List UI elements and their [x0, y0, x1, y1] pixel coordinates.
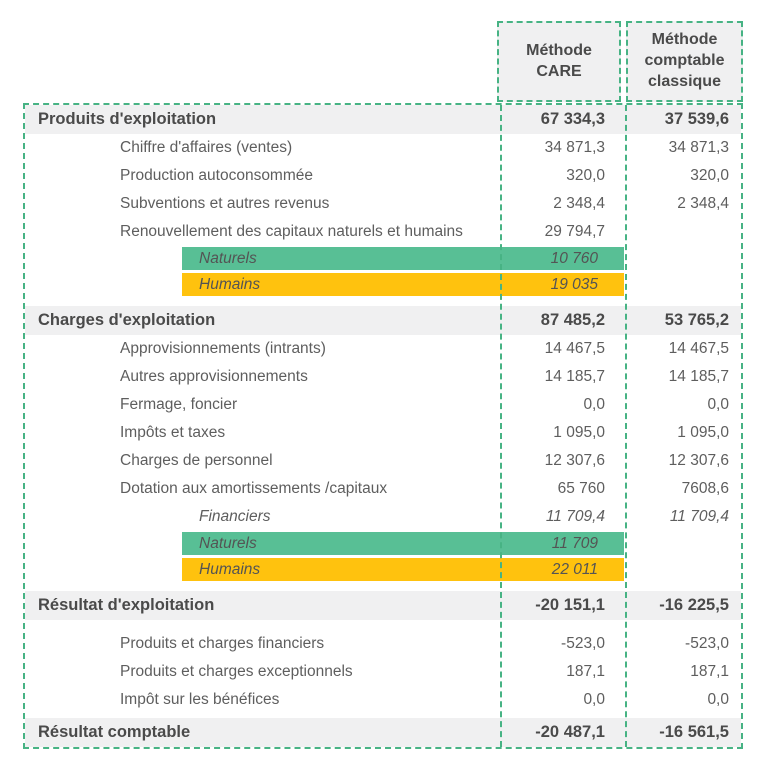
care-value: 14 467,5 [544, 340, 605, 357]
classic-value: 12 307,6 [668, 452, 729, 469]
table-row: Produits et charges financiers -523,0 -523… [25, 630, 741, 658]
highlight-bar-human-capital: Humains 22 011 [182, 558, 624, 581]
classic-value: -16 225,5 [659, 596, 729, 614]
row-label: Dotation aux amortissements /capitaux [120, 480, 388, 497]
classic-value: 37 539,6 [664, 110, 729, 128]
table-row-highlight: Humains 22 011 [25, 557, 741, 583]
table-row: Chiffre d'affaires (ventes) 34 871,3 34 87… [25, 134, 741, 162]
highlight-bar-human-capital: Humains 19 035 [182, 273, 624, 296]
highlight-bar-natural-capital: Naturels 10 760 [182, 247, 624, 270]
care-value: -20 487,1 [535, 723, 605, 741]
classic-value: 320,0 [690, 167, 729, 184]
table-body: Produits d'exploitation 67 334,3 37 539,6 C… [23, 103, 743, 749]
care-value: 14 185,7 [544, 368, 605, 385]
care-value: 29 794,7 [544, 223, 605, 240]
classic-value: 187,1 [690, 663, 729, 680]
table-row: Renouvellement des capitaux naturels et … [25, 218, 741, 246]
classic-value: 0,0 [707, 396, 729, 413]
care-value: 11 709,4 [545, 508, 605, 525]
classic-value: 2 348,4 [677, 195, 729, 212]
row-label: Naturels [199, 249, 257, 267]
section-row: Résultat d'exploitation -20 151,1 -16 225,… [25, 591, 741, 620]
care-value: 1 095,0 [553, 424, 605, 441]
classic-value: 1 095,0 [677, 424, 729, 441]
column-divider-labels-care [500, 105, 502, 747]
classic-value: -523,0 [685, 635, 729, 652]
care-value: 11 709 [551, 534, 598, 552]
table-row: Impôt sur les bénéfices 0,0 0,0 [25, 686, 741, 714]
row-label: Renouvellement des capitaux naturels et … [120, 223, 463, 240]
row-label: Fermage, foncier [120, 396, 238, 413]
table-row-highlight: Naturels 11 709 [25, 531, 741, 557]
column-header-methode-care: Méthode CARE [497, 21, 621, 102]
table-row: Impôts et taxes 1 095,0 1 095,0 [25, 419, 741, 447]
care-value: -20 151,1 [535, 596, 605, 614]
table-row: Charges de personnel 12 307,6 12 307,6 [25, 447, 741, 475]
table-row: Fermage, foncier 0,0 0,0 [25, 391, 741, 419]
section-row: Charges d'exploitation 87 485,2 53 765,2 [25, 306, 741, 335]
row-label: Approvisionnements (intrants) [120, 340, 326, 357]
classic-value: 0,0 [707, 691, 729, 708]
row-label: Charges d'exploitation [38, 311, 216, 329]
section-gap [25, 583, 741, 591]
classic-value: 53 765,2 [664, 311, 729, 329]
row-label: Financiers [199, 508, 271, 525]
row-label: Humains [199, 275, 261, 293]
highlight-bar-natural-capital: Naturels 11 709 [182, 532, 624, 555]
table-row: Dotation aux amortissements /capitaux 65 … [25, 475, 741, 503]
section-row: Résultat comptable -20 487,1 -16 561,5 [25, 718, 741, 747]
care-value: 34 871,3 [544, 139, 605, 156]
section-gap [25, 620, 741, 630]
table-row: Autres approvisionnements 14 185,7 14 185,… [25, 363, 741, 391]
column-divider-care-classique [625, 105, 627, 747]
table-row: Approvisionnements (intrants) 14 467,5 14 … [25, 335, 741, 363]
care-value: 87 485,2 [540, 311, 605, 329]
care-value: 320,0 [566, 167, 605, 184]
classic-value: 11 709,4 [669, 508, 729, 525]
row-label: Humains [199, 560, 261, 578]
row-label: Chiffre d'affaires (ventes) [120, 139, 293, 156]
row-label: Charges de personnel [120, 452, 273, 469]
classic-value: 14 185,7 [668, 368, 729, 385]
care-value: 65 760 [557, 480, 605, 497]
column-header-methode-comptable-classique: Méthode comptable classique [626, 21, 743, 102]
row-label: Autres approvisionnements [120, 368, 308, 385]
care-value: 12 307,6 [544, 452, 605, 469]
classic-value: 34 871,3 [668, 139, 729, 156]
care-value: 67 334,3 [540, 110, 605, 128]
care-value: 2 348,4 [553, 195, 605, 212]
classic-value: -16 561,5 [659, 723, 729, 741]
table-row-highlight: Naturels 10 760 [25, 246, 741, 272]
row-label: Impôt sur les bénéfices [120, 691, 280, 708]
care-value: 187,1 [566, 663, 605, 680]
table-row-highlight: Humains 19 035 [25, 272, 741, 298]
table-row: Produits et charges exceptionnels 187,1 18… [25, 658, 741, 686]
classic-value: 14 467,5 [668, 340, 729, 357]
care-value: 0,0 [583, 396, 605, 413]
section-row: Produits d'exploitation 67 334,3 37 539,6 [25, 105, 741, 134]
row-label: Subventions et autres revenus [120, 195, 330, 212]
table-row: Subventions et autres revenus 2 348,4 2 34… [25, 190, 741, 218]
section-gap [25, 298, 741, 306]
row-label: Impôts et taxes [120, 424, 226, 441]
classic-value: 7608,6 [681, 480, 729, 497]
care-value: 0,0 [583, 691, 605, 708]
row-label: Résultat d'exploitation [38, 596, 215, 614]
row-label: Produits d'exploitation [38, 110, 217, 128]
row-label: Produits et charges financiers [120, 635, 325, 652]
table-row: Production autoconsommée 320,0 320,0 [25, 162, 741, 190]
table-row: Financiers 11 709,4 11 709,4 [25, 503, 741, 531]
row-label: Production autoconsommée [120, 167, 314, 184]
row-label: Résultat comptable [38, 723, 191, 741]
care-value: -523,0 [561, 635, 605, 652]
row-label: Produits et charges exceptionnels [120, 663, 353, 680]
care-value: 10 760 [550, 249, 598, 267]
care-value: 19 035 [550, 275, 598, 293]
row-label: Naturels [199, 534, 257, 552]
care-value: 22 011 [551, 560, 598, 578]
